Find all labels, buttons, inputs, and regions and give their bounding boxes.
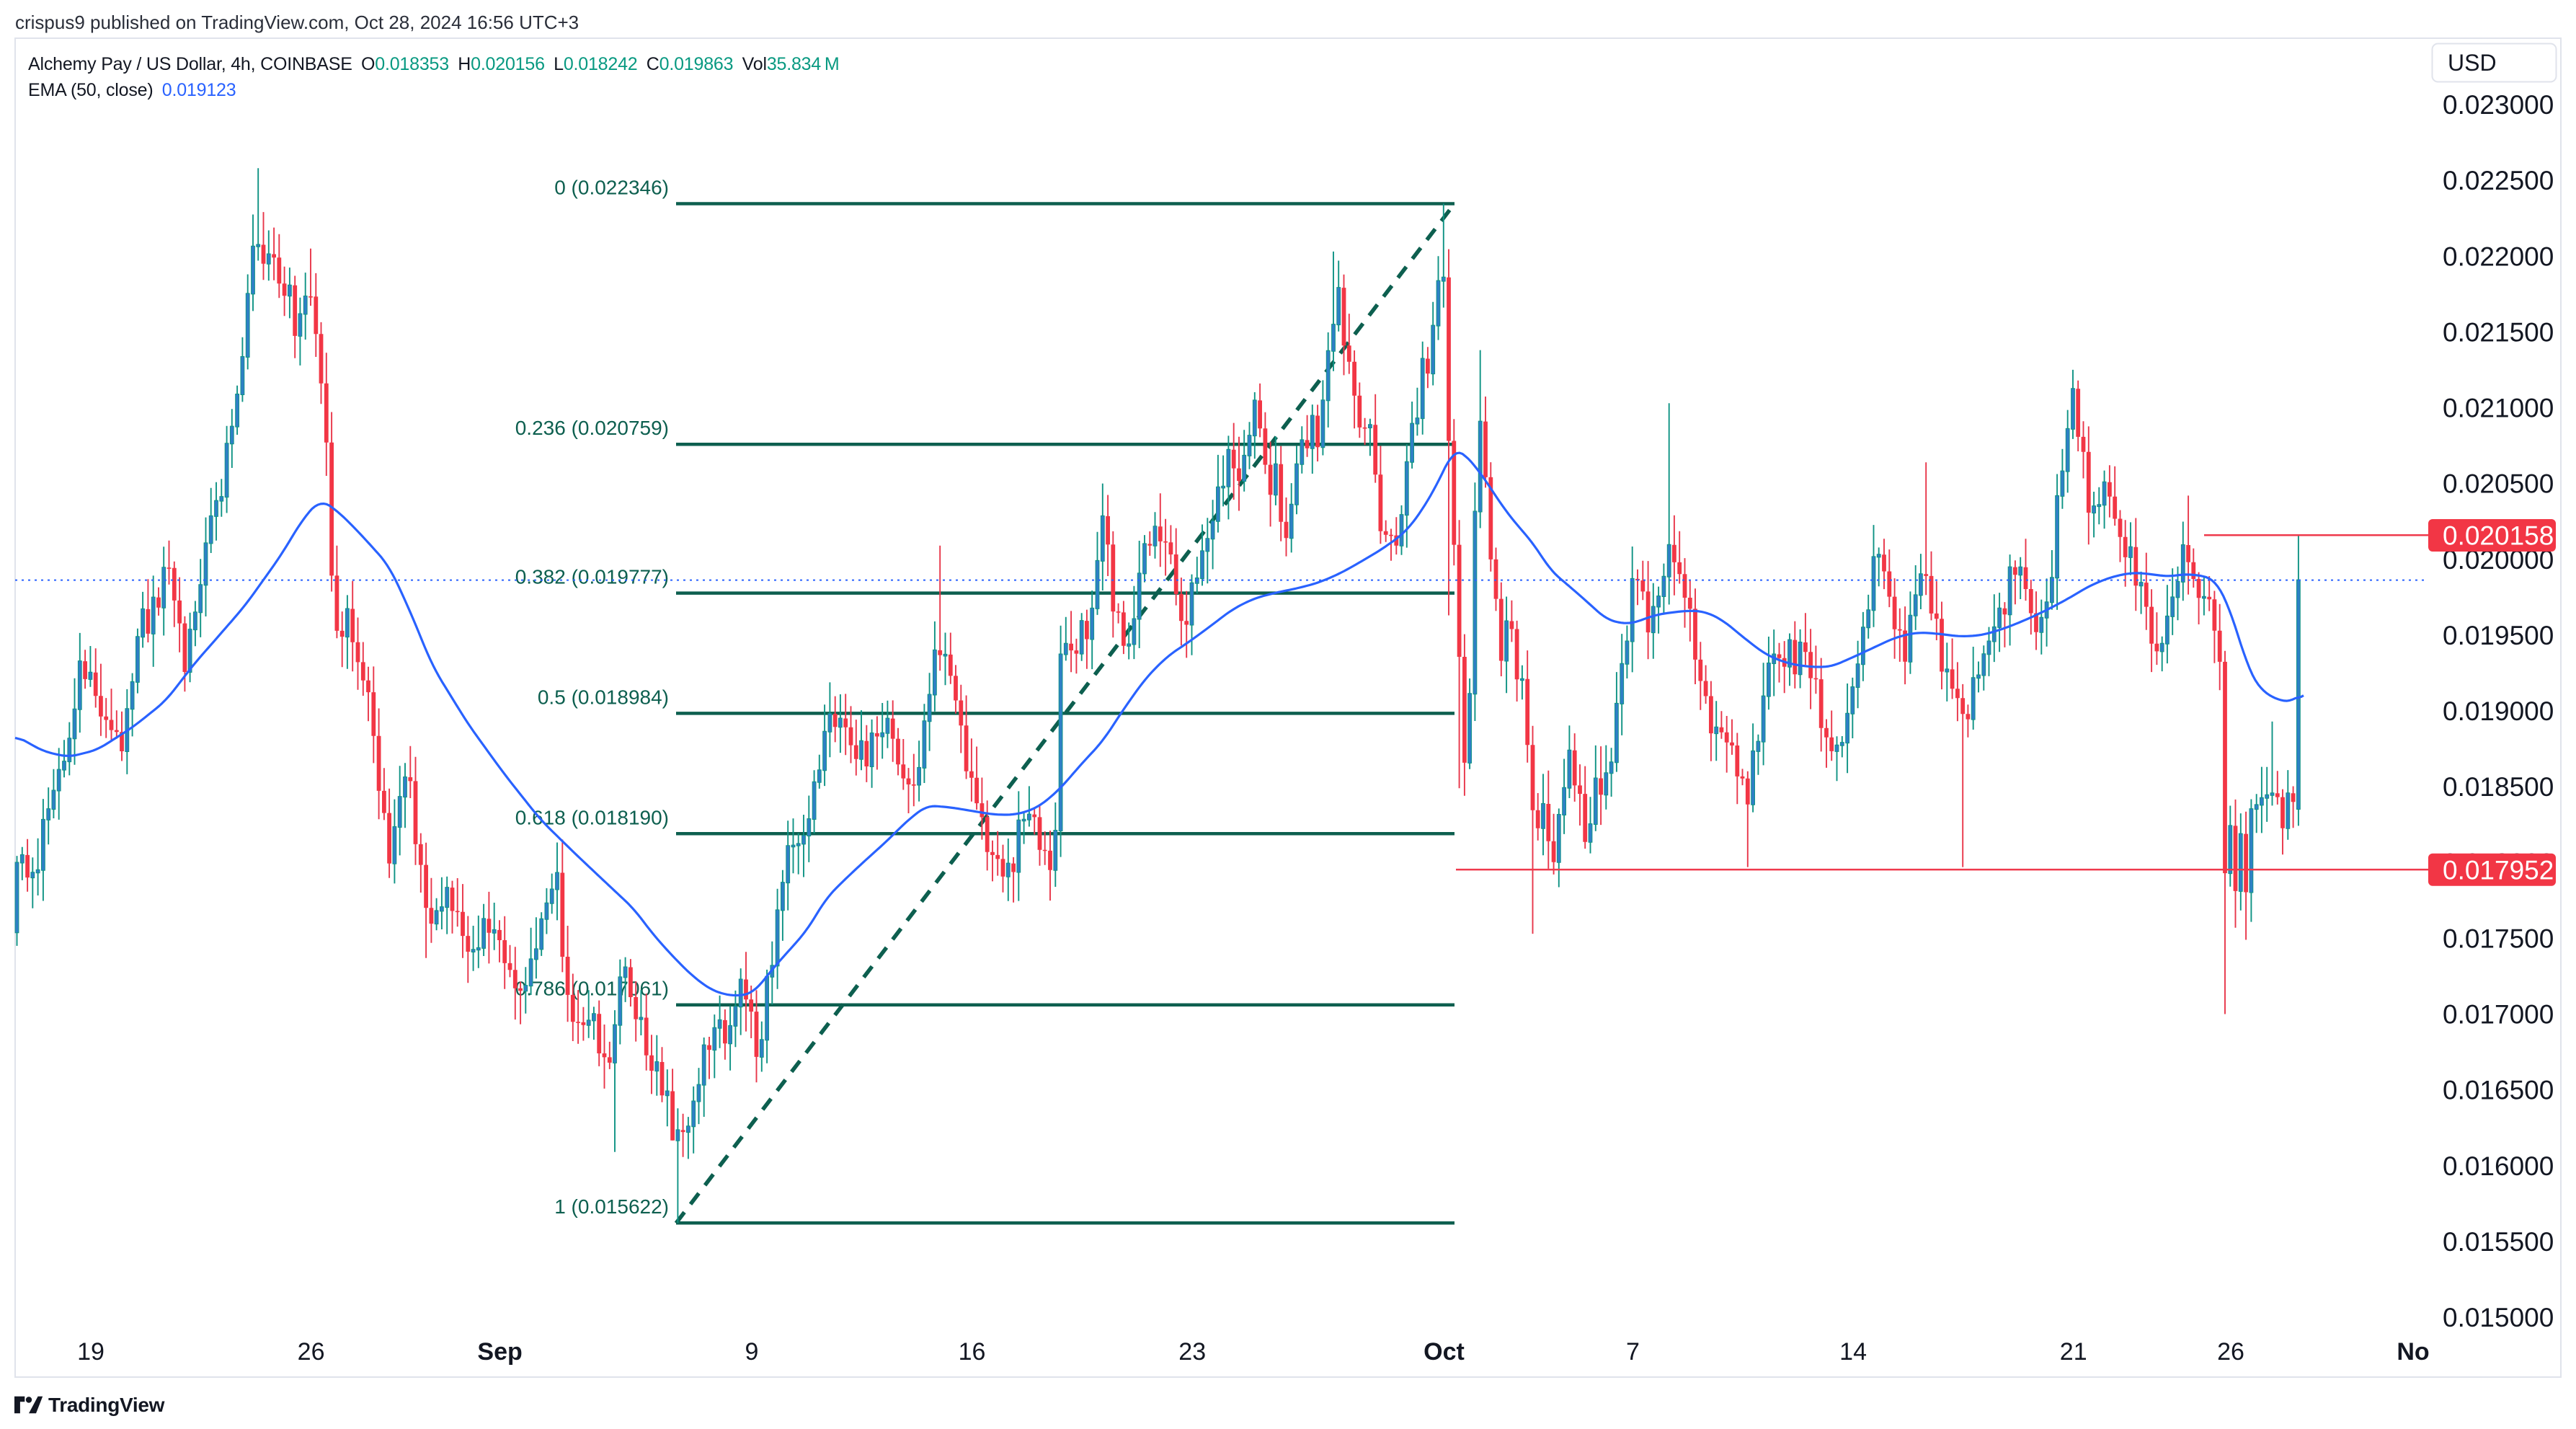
svg-text:TradingView: TradingView	[48, 1394, 165, 1416]
svg-text:0.020500: 0.020500	[2443, 469, 2554, 499]
svg-text:0.618 (0.018190): 0.618 (0.018190)	[515, 806, 669, 828]
svg-text:0.236 (0.020759): 0.236 (0.020759)	[515, 417, 669, 439]
svg-text:0.786 (0.017061): 0.786 (0.017061)	[515, 978, 669, 1000]
svg-text:0.382 (0.019777): 0.382 (0.019777)	[515, 566, 669, 588]
svg-text:0.020158: 0.020158	[2443, 521, 2554, 551]
svg-text:0.022500: 0.022500	[2443, 166, 2554, 195]
svg-text:0 (0.022346): 0 (0.022346)	[554, 177, 669, 199]
svg-text:Alchemy Pay / US Dollar, 4h, C: Alchemy Pay / US Dollar, 4h, COINBASE O0…	[28, 54, 840, 74]
svg-text:23: 23	[1178, 1338, 1206, 1366]
svg-text:Oct: Oct	[1424, 1338, 1465, 1366]
svg-text:21: 21	[2060, 1338, 2087, 1366]
svg-text:0.017952: 0.017952	[2443, 855, 2554, 885]
svg-text:No: No	[2397, 1338, 2429, 1366]
svg-text:0.015500: 0.015500	[2443, 1227, 2554, 1257]
svg-text:0.021000: 0.021000	[2443, 394, 2554, 423]
svg-text:9: 9	[745, 1338, 758, 1366]
svg-text:0.022000: 0.022000	[2443, 242, 2554, 271]
svg-text:26: 26	[298, 1338, 325, 1366]
svg-text:0.016000: 0.016000	[2443, 1151, 2554, 1181]
svg-text:7: 7	[1626, 1338, 1640, 1366]
svg-text:0.015000: 0.015000	[2443, 1303, 2554, 1332]
svg-text:0.5 (0.018984): 0.5 (0.018984)	[538, 686, 669, 708]
svg-text:0.023000: 0.023000	[2443, 90, 2554, 120]
svg-text:crispus9 published on TradingV: crispus9 published on TradingView.com, O…	[15, 12, 579, 33]
svg-text:0.021500: 0.021500	[2443, 317, 2554, 347]
svg-text:0.018500: 0.018500	[2443, 772, 2554, 802]
svg-text:1 (0.015622): 1 (0.015622)	[554, 1195, 669, 1218]
svg-text:26: 26	[2217, 1338, 2244, 1366]
svg-text:USD: USD	[2448, 50, 2497, 76]
svg-text:16: 16	[959, 1338, 986, 1366]
svg-text:19: 19	[77, 1338, 105, 1366]
svg-text:Sep: Sep	[477, 1338, 522, 1366]
svg-text:0.017500: 0.017500	[2443, 924, 2554, 953]
svg-text:0.016500: 0.016500	[2443, 1076, 2554, 1105]
svg-text:EMA (50, close) 0.019123: EMA (50, close) 0.019123	[28, 80, 236, 100]
svg-text:0.019500: 0.019500	[2443, 621, 2554, 650]
svg-text:14: 14	[1839, 1338, 1867, 1366]
svg-text:0.019000: 0.019000	[2443, 696, 2554, 726]
svg-text:0.017000: 0.017000	[2443, 1000, 2554, 1030]
